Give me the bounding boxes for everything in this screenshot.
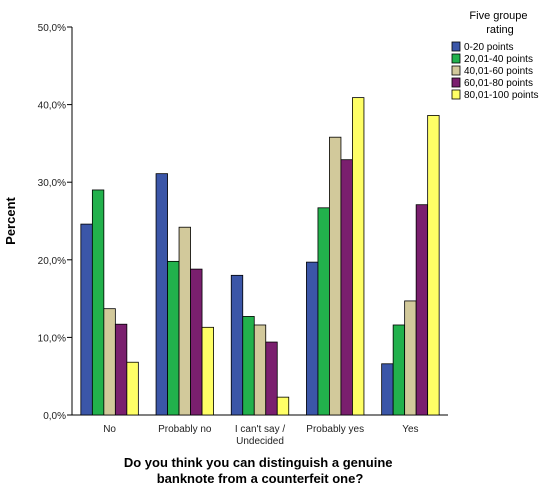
x-axis-title-line-1: Do you think you can distinguish a genui… <box>124 455 393 470</box>
x-axis-ticks: No Probably no I can't say / Undecided Proba… <box>103 424 418 447</box>
bar <box>317 207 330 416</box>
x-tick-label-line: Probably no <box>158 424 212 435</box>
x-tick-label-line: Undecided <box>236 436 284 447</box>
x-tick-label-line: I can't say / <box>235 424 285 435</box>
x-tick-label: Probably no <box>158 424 212 435</box>
bar <box>253 324 267 416</box>
legend-label: 20,01-40 points <box>464 54 533 65</box>
y-tick-label: 40,0% <box>38 101 66 112</box>
y-tick-label: 50,0% <box>38 23 66 34</box>
legend-label: 60,01-80 points <box>464 78 533 89</box>
y-axis-title: Percent <box>3 196 18 244</box>
bar <box>265 341 278 416</box>
bar <box>352 97 365 416</box>
legend-title: Five groupe rating <box>469 10 530 36</box>
legend-title-line-1: Five groupe <box>469 10 527 22</box>
y-tick-label: 0,0% <box>43 411 66 422</box>
y-tick-label: 20,0% <box>38 256 66 267</box>
bar <box>329 136 342 416</box>
bar <box>155 173 168 416</box>
x-tick-label-line: No <box>103 424 116 435</box>
bar <box>91 189 105 416</box>
bar <box>276 396 290 416</box>
legend-swatch <box>451 89 461 100</box>
x-tick-label: I can't say / Undecided <box>235 424 285 447</box>
bar <box>340 159 353 416</box>
y-axis-ticks: 0,0% 10,0% 20,0% 30,0% 40,0% 50,0% <box>38 23 72 422</box>
x-tick-label: Probably yes <box>306 424 364 435</box>
bar <box>242 316 255 416</box>
bar <box>306 261 319 416</box>
bar <box>126 361 139 416</box>
bar <box>167 260 180 416</box>
bar <box>190 268 203 416</box>
x-tick-label: No <box>103 424 116 435</box>
x-tick-label-line: Probably yes <box>306 424 364 435</box>
x-axis-title-line-2: banknote from a counterfeit one? <box>157 471 364 486</box>
x-tick-label: Yes <box>402 424 418 435</box>
x-axis-title: Do you think you can distinguish a genui… <box>124 455 396 486</box>
legend-swatch <box>451 77 461 88</box>
legend-swatch <box>451 53 461 64</box>
bar <box>427 115 440 416</box>
bar <box>201 326 214 416</box>
bars-group <box>80 97 440 416</box>
legend-label: 80,01-100 points <box>464 90 539 101</box>
bar <box>392 324 406 416</box>
legend-title-line-2: rating <box>486 24 514 36</box>
legend-swatch <box>451 65 461 76</box>
bar <box>178 226 191 416</box>
bar <box>415 204 429 416</box>
bar <box>114 323 128 416</box>
bar <box>80 223 93 416</box>
y-tick-label: 30,0% <box>38 178 66 189</box>
bar <box>404 300 417 416</box>
legend-label: 0-20 points <box>464 42 513 53</box>
bar <box>381 363 394 416</box>
bar <box>103 308 116 416</box>
legend-swatch <box>451 41 461 52</box>
bar <box>230 274 244 416</box>
y-tick-label: 10,0% <box>38 333 66 344</box>
x-tick-label-line: Yes <box>402 424 418 435</box>
legend-label: 40,01-60 points <box>464 66 533 77</box>
